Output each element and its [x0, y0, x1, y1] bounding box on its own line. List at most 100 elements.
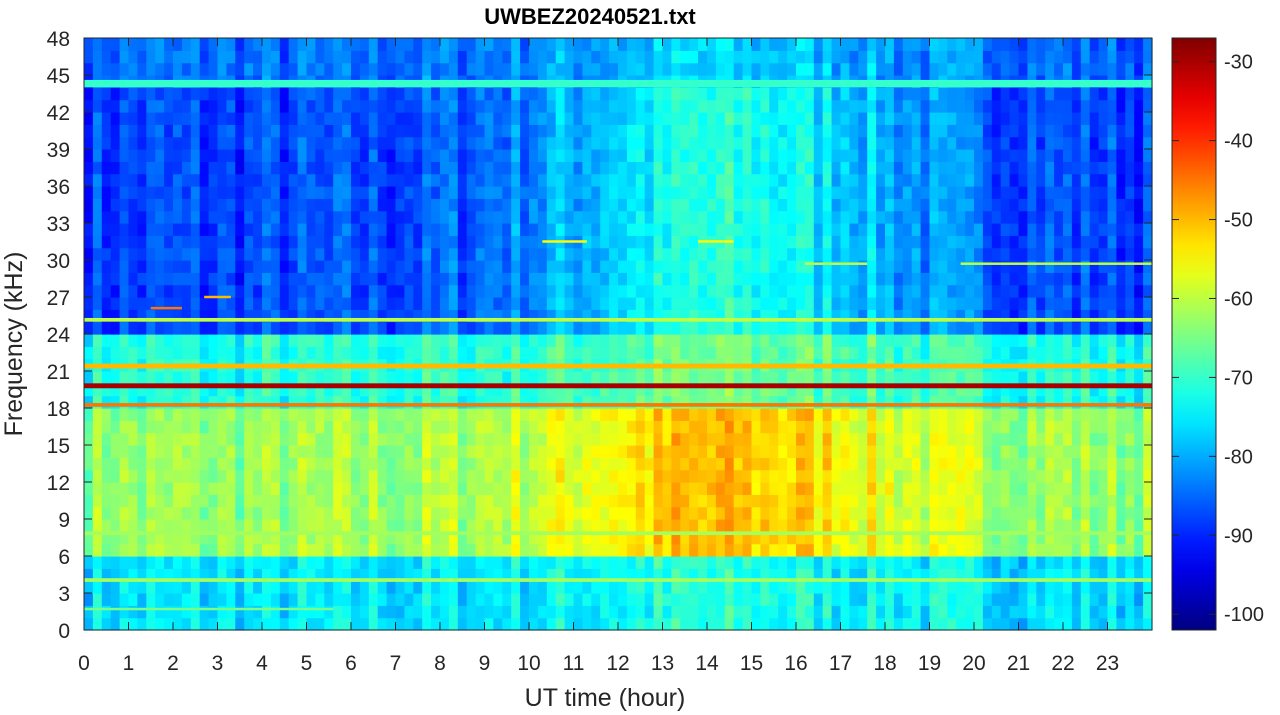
- heatmap-cell: [840, 223, 850, 236]
- heatmap-cell: [404, 395, 414, 409]
- heatmap-cell: [769, 223, 779, 236]
- heatmap-cell: [324, 161, 334, 175]
- heatmap-cell: [422, 568, 432, 582]
- heatmap-cell: [84, 149, 94, 162]
- heatmap-cell: [404, 186, 414, 199]
- heatmap-cell: [253, 383, 263, 397]
- heatmap-cell: [911, 223, 922, 236]
- heatmap-cell: [137, 223, 147, 236]
- heatmap-cell: [751, 260, 761, 273]
- heatmap-cell: [876, 334, 886, 347]
- heatmap-cell: [760, 87, 770, 101]
- heatmap-cell: [190, 334, 201, 347]
- heatmap-cell: [520, 38, 530, 51]
- heatmap-cell: [306, 593, 316, 606]
- heatmap-cell: [342, 371, 352, 384]
- heatmap-cell: [760, 99, 770, 113]
- heatmap-cell: [804, 605, 815, 619]
- heatmap-cell: [840, 112, 850, 125]
- heatmap-cell: [840, 321, 850, 335]
- heatmap-cell: [796, 321, 806, 335]
- heatmap-cell: [591, 99, 601, 113]
- heatmap-cell: [342, 334, 352, 347]
- heatmap-cell: [297, 568, 308, 582]
- heatmap-cell: [867, 161, 877, 175]
- heatmap-cell: [297, 494, 308, 508]
- heatmap-cell: [279, 408, 290, 421]
- heatmap-cell: [164, 334, 174, 347]
- heatmap-cell: [128, 210, 138, 224]
- heatmap-cell: [635, 432, 646, 446]
- heatmap-cell: [315, 173, 325, 187]
- heatmap-cell: [244, 50, 254, 64]
- heatmap-cell: [813, 617, 824, 631]
- heatmap-cell: [377, 506, 388, 520]
- heatmap-cell: [164, 223, 174, 236]
- heatmap-cell: [484, 531, 494, 545]
- heatmap-cell: [457, 272, 468, 286]
- heatmap-cell: [173, 173, 183, 187]
- heatmap-cell: [840, 346, 850, 360]
- heatmap-cell: [822, 519, 833, 532]
- heatmap-cell: [573, 87, 583, 101]
- heatmap-cell: [262, 494, 272, 508]
- heatmap-cell: [128, 99, 138, 113]
- heatmap-cell: [680, 420, 690, 434]
- heatmap-cell: [671, 62, 681, 76]
- heatmap-cell: [635, 469, 646, 483]
- heatmap-cell: [217, 482, 227, 495]
- heatmap-cell: [110, 432, 121, 446]
- heatmap-cell: [742, 580, 753, 594]
- heatmap-cell: [876, 62, 886, 76]
- heatmap-cell: [965, 260, 975, 273]
- heatmap-cell: [689, 482, 699, 495]
- heatmap-cell: [635, 395, 646, 409]
- heatmap-cell: [609, 432, 619, 446]
- heatmap-cell: [618, 420, 628, 434]
- heatmap-cell: [929, 136, 939, 150]
- heatmap-cell: [769, 198, 779, 212]
- heatmap-cell: [190, 617, 201, 631]
- heatmap-cell: [778, 432, 788, 446]
- heatmap-cell: [244, 136, 254, 150]
- heatmap-cell: [279, 198, 290, 212]
- heatmap-cell: [644, 408, 655, 421]
- heatmap-cell: [626, 210, 637, 224]
- heatmap-cell: [600, 161, 610, 175]
- heatmap-cell: [537, 494, 548, 508]
- heatmap-cell: [235, 543, 245, 557]
- heatmap-cell: [787, 223, 797, 236]
- heatmap-cell: [137, 321, 147, 335]
- heatmap-cell: [751, 346, 761, 360]
- heatmap-cell: [698, 173, 708, 187]
- heatmap-cell: [315, 519, 325, 532]
- heatmap-cell: [377, 383, 388, 397]
- heatmap-cell: [529, 432, 539, 446]
- heatmap-cell: [831, 38, 842, 51]
- heatmap-cell: [1000, 161, 1011, 175]
- heatmap-cell: [244, 186, 254, 199]
- heatmap-cell: [110, 494, 121, 508]
- heatmap-cell: [858, 235, 868, 249]
- heatmap-cell: [787, 321, 797, 335]
- heatmap-cell: [991, 482, 1002, 495]
- heatmap-cell: [982, 62, 993, 76]
- heatmap-cell: [751, 99, 761, 113]
- heatmap-cell: [956, 186, 966, 199]
- heatmap-cell: [662, 543, 672, 557]
- heatmap-cell: [609, 383, 619, 397]
- heatmap-cell: [422, 284, 432, 298]
- heatmap-cell: [893, 321, 904, 335]
- heatmap-cell: [306, 321, 316, 335]
- heatmap-cell: [769, 50, 779, 64]
- heatmap-cell: [840, 445, 850, 458]
- heatmap-cell: [635, 223, 646, 236]
- heatmap-cell: [181, 568, 192, 582]
- heatmap-cell: [137, 50, 147, 64]
- heatmap-cell: [457, 38, 468, 51]
- heatmap-cell: [680, 260, 690, 273]
- heatmap-cell: [155, 321, 165, 335]
- heatmap-cell: [707, 482, 717, 495]
- heatmap-cell: [537, 556, 548, 569]
- heatmap-cell: [466, 457, 477, 471]
